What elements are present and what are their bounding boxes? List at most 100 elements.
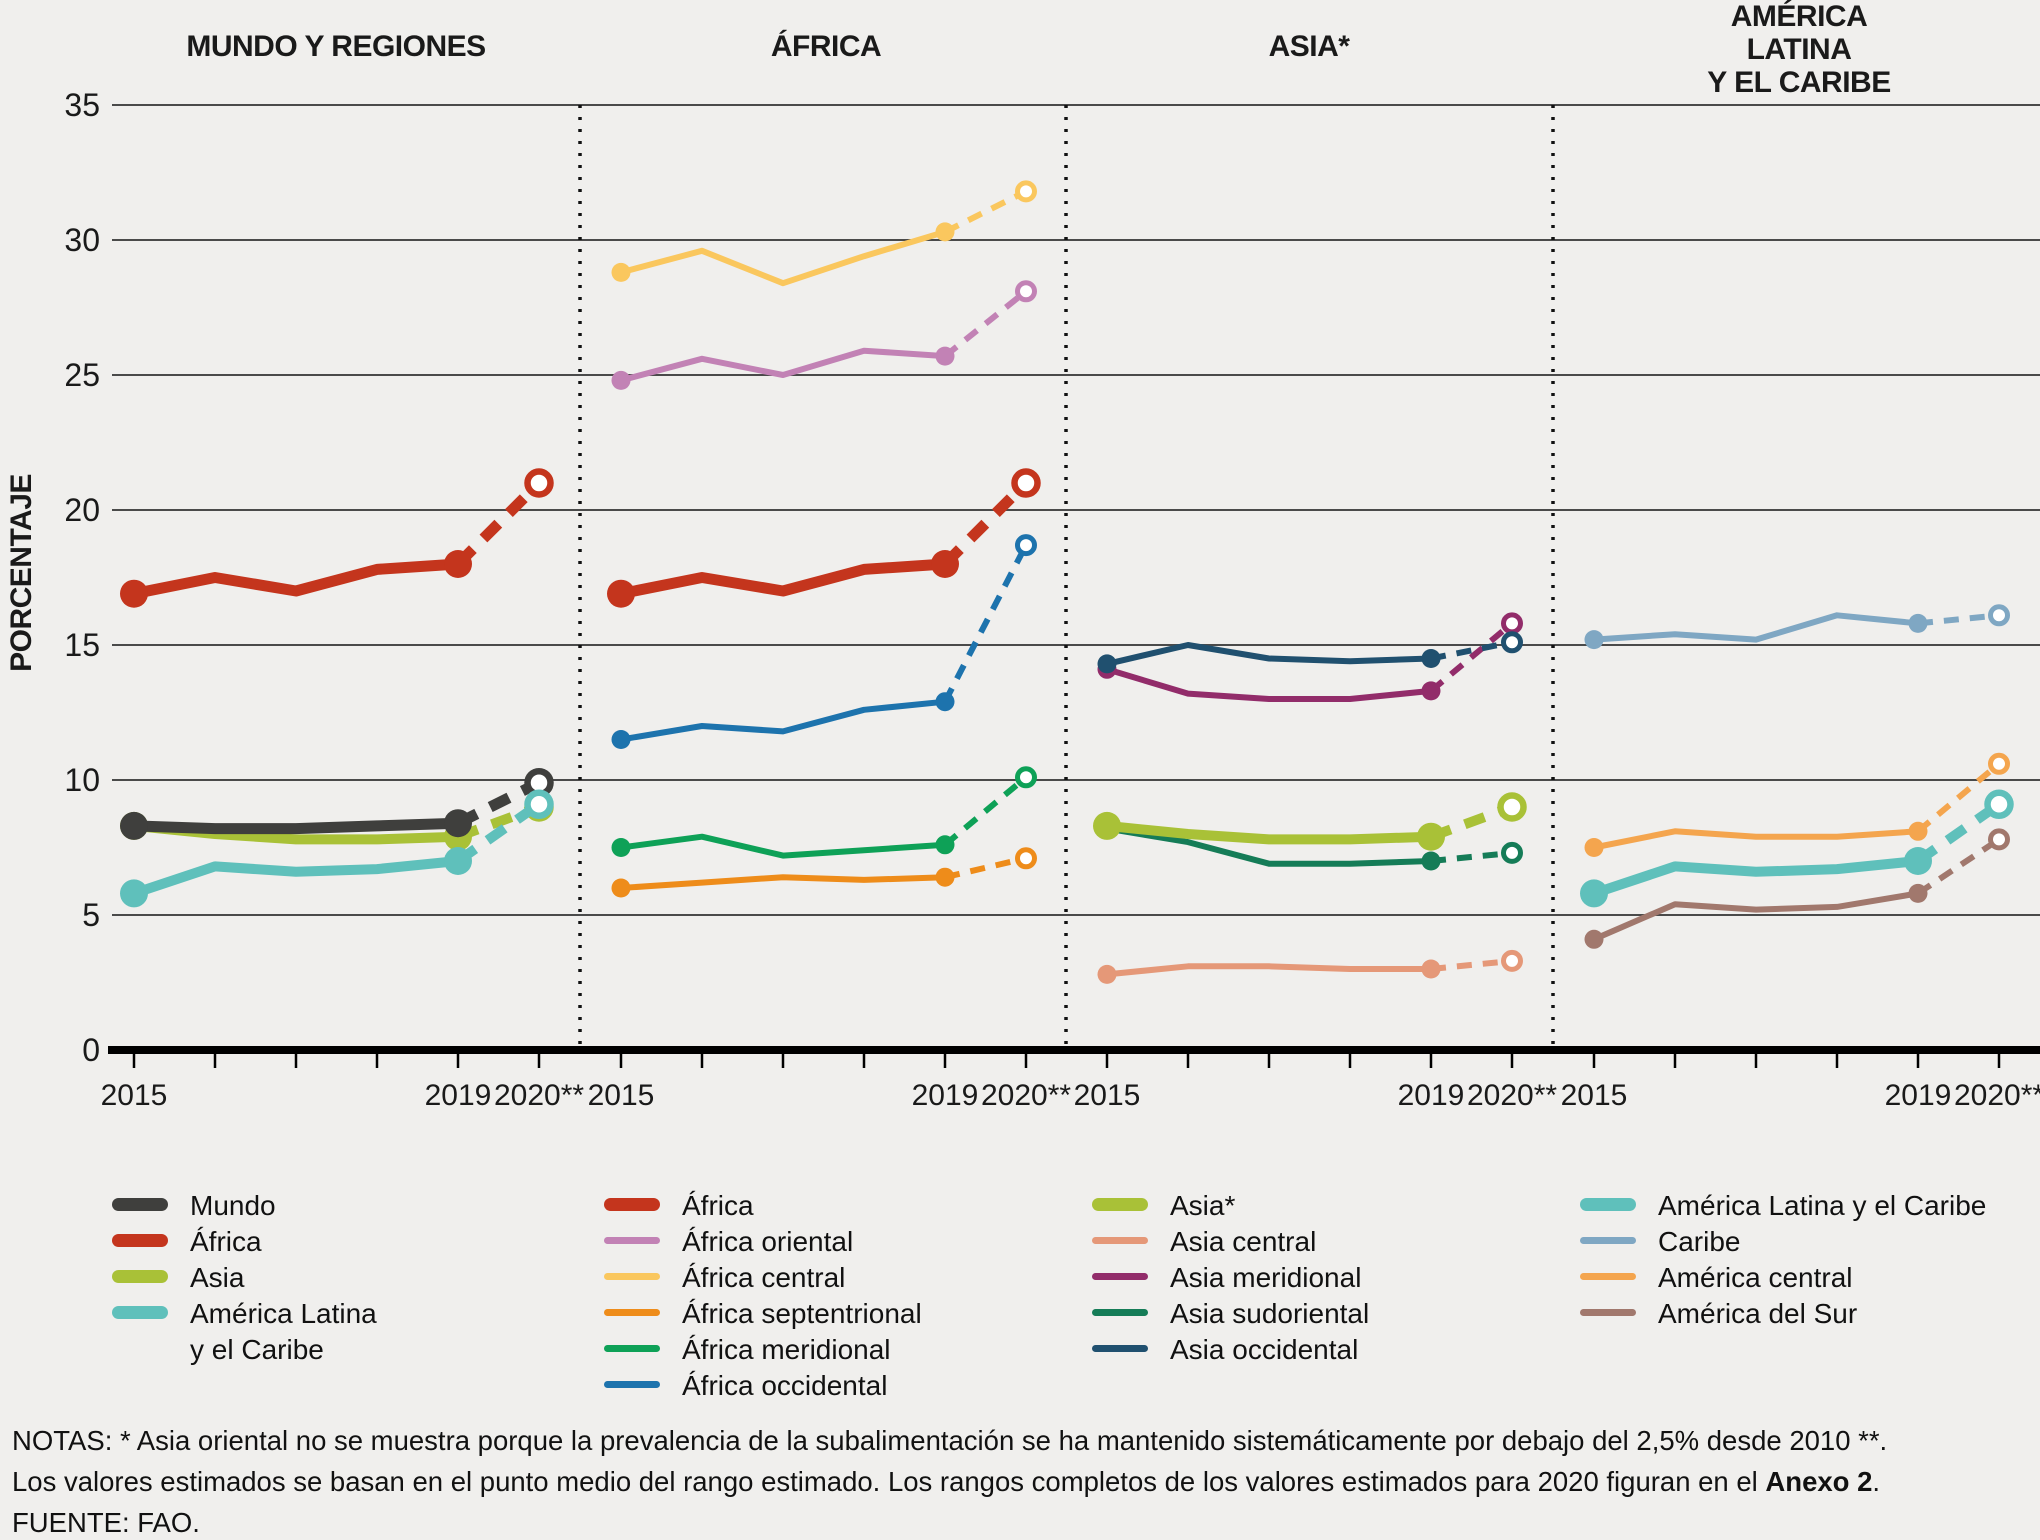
series-line	[618, 874, 948, 891]
series-projection-line	[1429, 621, 1514, 694]
data-point	[1908, 613, 1928, 633]
data-point	[1417, 822, 1445, 851]
legend-label: América central	[1658, 1262, 1853, 1293]
y-tick-label: 15	[64, 627, 100, 663]
projected-data-point	[1501, 612, 1523, 635]
projected-data-point	[1015, 766, 1037, 789]
legend-item: Asia meridional	[1092, 1260, 1369, 1296]
legend-swatch	[1092, 1198, 1148, 1211]
projected-data-point	[1015, 534, 1037, 557]
data-point	[935, 692, 955, 712]
series-line	[1102, 820, 1436, 845]
legend-swatch	[112, 1306, 168, 1319]
panel-title-asia: ASIA*	[1268, 30, 1350, 63]
x-tick-label: 2020**	[1954, 1079, 2040, 1112]
data-point	[931, 550, 959, 578]
legend-item: África meridional	[604, 1332, 922, 1368]
legend-label: África central	[682, 1262, 846, 1293]
data-point	[444, 847, 472, 875]
legend-swatch	[1580, 1237, 1636, 1244]
legend-label: Mundo	[190, 1190, 276, 1221]
data-point	[1908, 821, 1928, 841]
projected-data-point	[1988, 828, 2010, 851]
legend-item: Asia*	[1092, 1188, 1369, 1224]
series-projection-line	[943, 774, 1028, 848]
data-point	[1904, 847, 1932, 875]
footnotes: NOTAS: * Asia oriental no se muestra por…	[12, 1420, 2032, 1540]
legend-column: América Latina y el Caribe Caribe América …	[1580, 1188, 1986, 1332]
legend-item: África	[112, 1224, 377, 1260]
data-point	[1908, 883, 1928, 903]
legend-swatch	[1580, 1198, 1636, 1211]
y-tick-label: 10	[64, 762, 100, 798]
projected-data-point	[1015, 180, 1037, 203]
x-tick-label: 2020**	[981, 1079, 1071, 1112]
data-point	[607, 579, 635, 608]
series-projection-line	[455, 800, 542, 866]
data-point	[1421, 959, 1441, 979]
panel-title-america-latina: AMÉRICA LATINA Y EL CARIBE	[1707, 0, 1891, 99]
data-point	[1097, 654, 1117, 674]
legend-item: África oriental	[604, 1224, 922, 1260]
legend-swatch	[1580, 1309, 1636, 1316]
legend-item: África occidental	[604, 1368, 922, 1404]
data-point	[611, 838, 631, 857]
note-line-1: NOTAS: * Asia oriental no se muestra por…	[12, 1425, 1888, 1456]
series-line	[1104, 666, 1434, 702]
data-point	[1421, 649, 1441, 668]
series-projection-line	[1917, 612, 2000, 627]
legend-label: África oriental	[682, 1226, 854, 1257]
legend-label: África septentrional	[682, 1298, 922, 1329]
series-projection-line	[456, 802, 541, 842]
x-tick-label: 2019	[1885, 1079, 1952, 1112]
y-tick-label: 5	[82, 897, 100, 933]
projected-data-point	[1501, 841, 1523, 864]
legend-label: Asia sudoriental	[1170, 1298, 1370, 1329]
series-projection-line	[454, 479, 543, 568]
series-projection-line	[1430, 849, 1513, 864]
legend-item: África central	[604, 1260, 922, 1296]
projected-data-point	[1501, 631, 1523, 654]
x-tick-label: 2019	[912, 1079, 979, 1112]
series-line	[128, 558, 464, 600]
legend-swatch	[1580, 1273, 1636, 1280]
note-line-2: Los valores estimados se basan en el pun…	[12, 1466, 1881, 1497]
data-point	[1093, 811, 1121, 840]
legend-swatch	[604, 1237, 660, 1244]
series-line	[615, 558, 951, 600]
series-line	[1589, 856, 1923, 899]
x-tick-label: 2020**	[494, 1079, 584, 1112]
data-point	[444, 550, 472, 578]
legend-item: África septentrional	[604, 1296, 922, 1332]
legend-swatch	[112, 1270, 168, 1283]
legend-label: África meridional	[682, 1334, 891, 1365]
x-tick-label: 2015	[1561, 1079, 1628, 1112]
data-point	[1580, 879, 1608, 908]
legend-swatch	[604, 1309, 660, 1316]
projected-data-point	[1497, 792, 1527, 822]
legend-label: África	[682, 1190, 754, 1221]
data-point	[611, 730, 631, 749]
series-line	[1591, 890, 1921, 943]
projected-data-point	[1988, 604, 2010, 627]
data-point	[120, 811, 148, 840]
data-point	[611, 370, 631, 390]
data-point	[1421, 681, 1441, 701]
legend-swatch	[1092, 1345, 1148, 1352]
data-point	[1421, 851, 1441, 871]
panel-title-mundo-y-regiones: MUNDO Y REGIONES	[186, 30, 486, 63]
legend-swatch	[604, 1381, 660, 1388]
projected-data-point	[524, 468, 554, 498]
data-point	[611, 878, 631, 898]
data-point	[935, 346, 955, 366]
y-tick-label: 35	[64, 87, 100, 123]
legend-label: Caribe	[1658, 1226, 1741, 1257]
data-point	[1584, 838, 1604, 857]
series-projection-line	[1429, 802, 1514, 842]
y-tick-label: 0	[82, 1032, 100, 1068]
series-line	[618, 833, 948, 859]
projected-data-point	[1984, 789, 2014, 820]
series-line	[1104, 642, 1434, 667]
projected-data-point	[1015, 280, 1037, 303]
